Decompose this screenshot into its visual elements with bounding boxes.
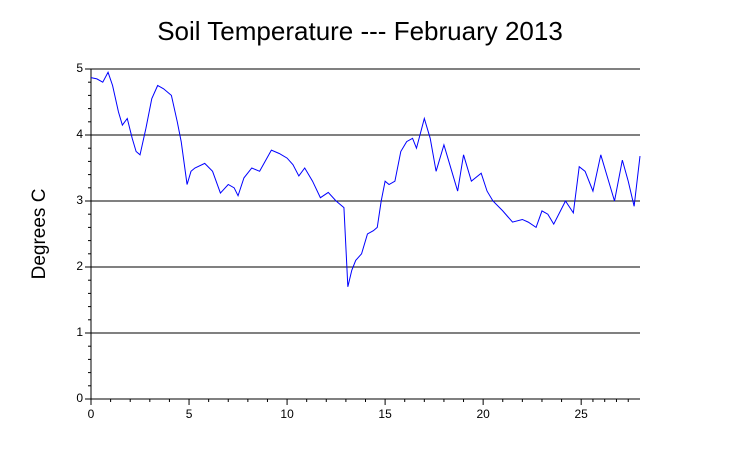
x-tick-label: 10 bbox=[280, 407, 294, 421]
x-tick-label: 25 bbox=[574, 407, 588, 421]
data-line bbox=[90, 71, 641, 287]
y-tick-label: 1 bbox=[76, 325, 83, 339]
x-tick-label: 0 bbox=[88, 407, 95, 421]
y-axis-label: Degrees C bbox=[29, 189, 50, 280]
y-tick-label: 2 bbox=[76, 259, 83, 273]
chart-title: Soil Temperature --- February 2013 bbox=[157, 16, 563, 46]
x-tick-label: 15 bbox=[378, 407, 392, 421]
x-tick-label: 5 bbox=[186, 407, 193, 421]
y-tick-label: 5 bbox=[76, 61, 83, 75]
y-tick-label: 0 bbox=[76, 391, 83, 405]
y-tick-label: 3 bbox=[76, 193, 83, 207]
x-tick-label: 20 bbox=[476, 407, 490, 421]
y-tick-label: 4 bbox=[76, 127, 83, 141]
